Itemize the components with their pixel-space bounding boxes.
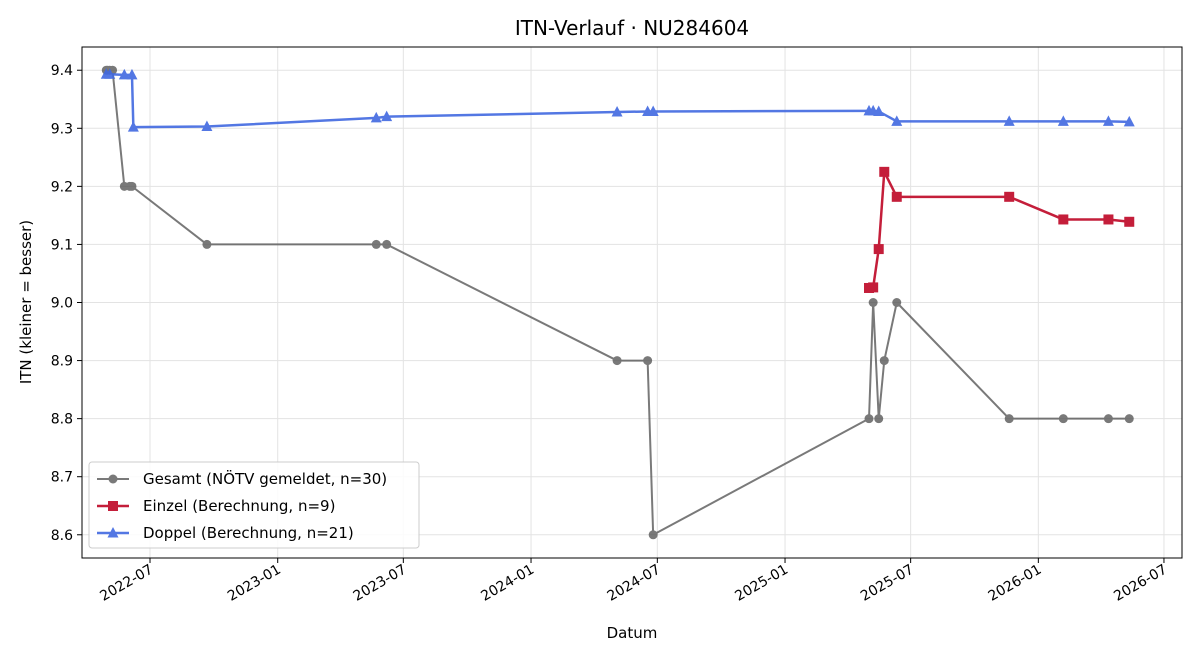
legend: Gesamt (NÖTV gemeldet, n=30) Einzel (Bere… <box>88 461 420 549</box>
data-point-doppel <box>1102 115 1114 126</box>
data-point-gesamt <box>1058 414 1068 424</box>
data-point-doppel <box>647 105 659 116</box>
data-point-einzel <box>1058 214 1069 225</box>
data-point-doppel <box>381 110 393 122</box>
data-point-einzel <box>879 166 890 177</box>
data-point-gesamt <box>1103 414 1113 424</box>
y-tick-label: 9.1 <box>51 237 73 253</box>
data-point-einzel <box>1124 216 1135 227</box>
legend-item-gesamt <box>97 474 129 484</box>
data-point-doppel <box>104 68 116 79</box>
x-tick-label: 2023-07 <box>351 562 410 605</box>
data-point-gesamt <box>864 414 874 424</box>
x-tick-label: 2025-01 <box>732 562 791 605</box>
data-point-doppel <box>201 120 213 132</box>
series-gesamt <box>101 65 1134 540</box>
data-point-doppel <box>1057 115 1069 126</box>
y-tick-label: 8.6 <box>51 528 73 544</box>
y-tick-label: 8.9 <box>51 354 73 370</box>
y-axis: 8.6 8.7 8.8 8.9 9.0 9.1 9.2 9.3 9.4 <box>51 63 82 544</box>
data-point-gesamt <box>1004 414 1014 424</box>
y-tick-label: 9.2 <box>51 179 73 195</box>
data-point-gesamt <box>612 356 622 366</box>
data-point-einzel <box>1103 214 1114 225</box>
series-einzel <box>864 166 1135 293</box>
data-point-gesamt <box>202 239 212 249</box>
data-point-gesamt <box>371 239 381 249</box>
legend-label: Gesamt (NÖTV gemeldet, n=30) <box>143 469 387 488</box>
series-line-gesamt <box>106 69 1130 536</box>
x-tick-label: 2026-01 <box>986 562 1045 605</box>
x-tick-label: 2023-01 <box>225 562 284 605</box>
series-doppel <box>100 68 1135 132</box>
x-axis-label: Datum <box>607 624 658 642</box>
data-point-doppel <box>873 105 885 116</box>
data-point-einzel <box>868 282 879 293</box>
y-axis-label: ITN (kleiner = besser) <box>17 220 35 384</box>
data-point-doppel <box>1123 115 1135 127</box>
series-layer <box>100 65 1135 540</box>
data-point-gesamt <box>879 356 889 366</box>
x-tick-label: 2026-07 <box>1111 562 1170 605</box>
y-tick-label: 8.8 <box>51 412 73 428</box>
data-point-gesamt <box>643 356 653 366</box>
legend-label: Doppel (Berechnung, n=21) <box>143 524 354 542</box>
legend-marker <box>107 527 119 538</box>
data-point-doppel <box>370 111 382 123</box>
data-point-doppel <box>127 121 139 132</box>
data-point-gesamt <box>868 298 878 307</box>
x-tick-label: 2024-07 <box>605 562 664 605</box>
data-point-einzel <box>891 191 902 202</box>
x-tick-label: 2025-07 <box>858 562 917 605</box>
data-point-gesamt <box>874 414 884 424</box>
x-tick-label: 2022-07 <box>97 562 156 605</box>
data-point-gesamt <box>892 298 902 307</box>
chart-title: ITN-Verlauf · NU284604 <box>515 16 749 40</box>
data-point-einzel <box>873 244 884 255</box>
data-point-einzel <box>1004 191 1015 202</box>
data-point-gesamt <box>1124 414 1134 424</box>
legend-marker <box>108 474 118 484</box>
data-point-gesamt <box>382 239 392 249</box>
x-axis: 2022-07 2023-01 2023-07 2024-01 2024-07 2025-… <box>97 558 1170 605</box>
data-point-doppel <box>1003 115 1015 126</box>
data-point-gesamt <box>648 530 658 540</box>
series-line-doppel <box>106 73 1130 129</box>
legend-item-einzel <box>97 501 129 511</box>
x-tick-label: 2024-01 <box>478 562 537 605</box>
data-point-doppel <box>126 68 138 80</box>
legend-box <box>88 461 420 549</box>
data-point-doppel <box>611 106 623 117</box>
y-tick-label: 9.0 <box>51 296 73 312</box>
series-line-einzel <box>868 170 1130 290</box>
data-point-doppel <box>118 68 130 80</box>
legend-item-doppel <box>97 527 129 538</box>
data-point-gesamt <box>127 181 137 191</box>
y-tick-label: 9.4 <box>51 63 73 79</box>
y-tick-label: 8.7 <box>51 470 73 486</box>
y-tick-label: 9.3 <box>51 121 73 137</box>
legend-label: Einzel (Berechnung, n=9) <box>143 497 335 515</box>
data-point-doppel <box>891 115 903 126</box>
legend-marker <box>108 501 118 511</box>
